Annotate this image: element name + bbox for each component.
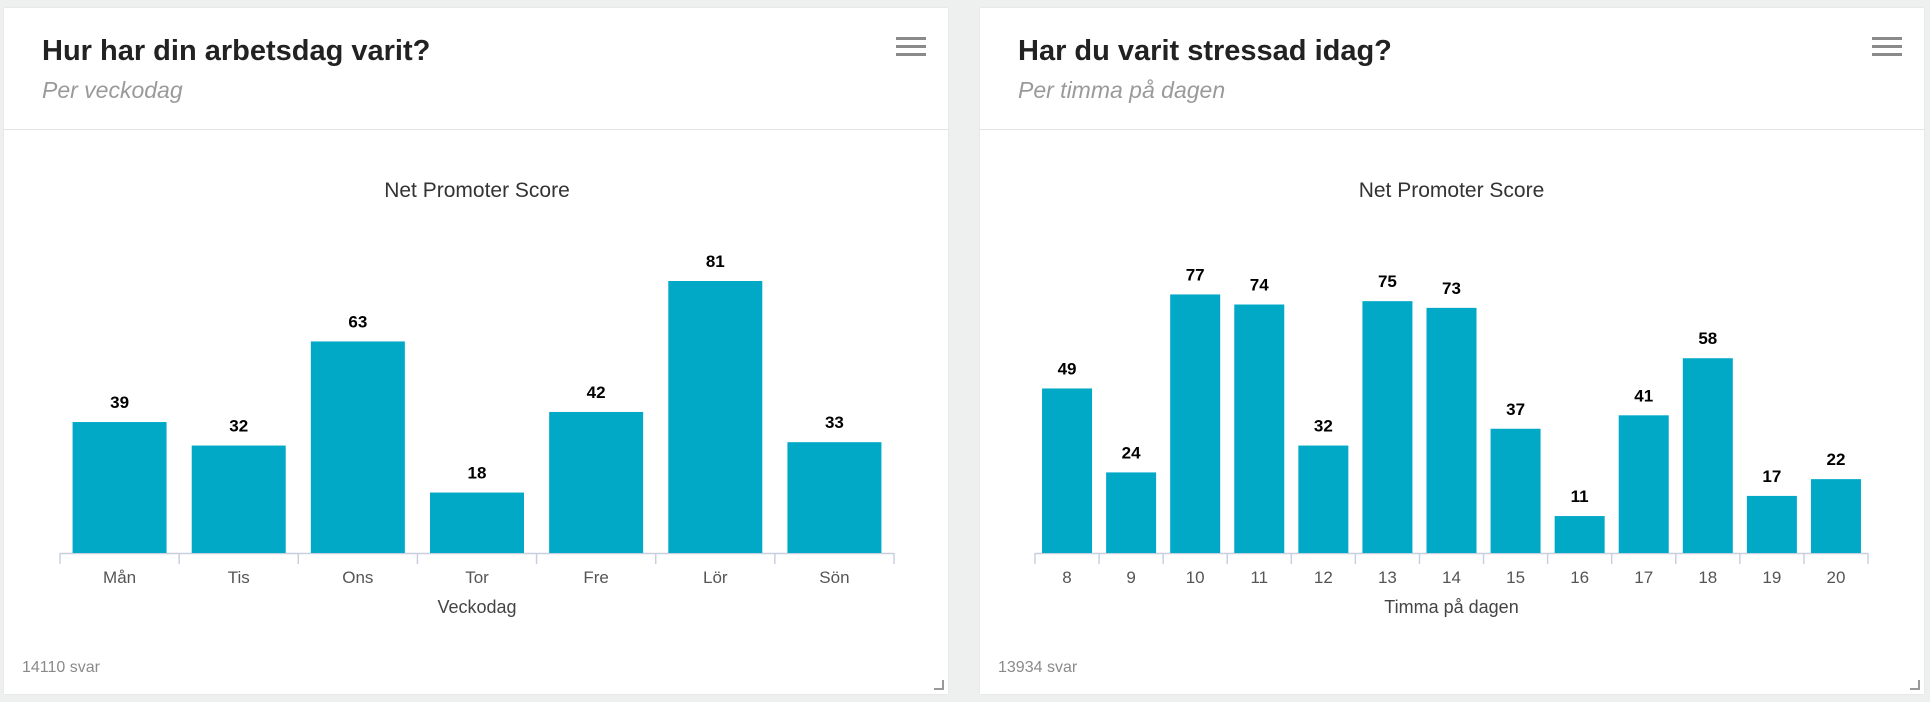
resize-handle-icon[interactable] [1910, 680, 1920, 690]
bar-15[interactable] [1490, 428, 1541, 553]
bar-9[interactable] [1106, 472, 1157, 553]
chart-title: Net Promoter Score [384, 179, 570, 202]
x-tick-label: 13 [1378, 568, 1397, 587]
data-label: 33 [825, 413, 844, 432]
x-tick-label: 18 [1698, 568, 1717, 587]
bar-Fre[interactable] [549, 411, 644, 553]
data-label: 77 [1186, 265, 1205, 284]
response-count: 14110 svar [22, 659, 100, 676]
data-label: 17 [1762, 467, 1781, 486]
x-tick-label: 17 [1634, 568, 1653, 587]
data-label: 75 [1378, 272, 1397, 291]
x-tick-label: 12 [1314, 568, 1333, 587]
data-label: 49 [1058, 359, 1077, 378]
bar-19[interactable] [1746, 495, 1797, 553]
resize-handle-icon[interactable] [934, 680, 944, 690]
data-label: 18 [468, 464, 487, 483]
card-subtitle: Per veckodag [42, 77, 183, 103]
bar-8[interactable] [1042, 388, 1093, 553]
chart-card-stress: Har du varit stressad idag? Per timma på… [980, 8, 1924, 694]
hamburger-menu-icon[interactable] [896, 37, 926, 59]
x-tick-label: 19 [1762, 568, 1781, 587]
bar-Sön[interactable] [787, 442, 882, 553]
bar-16[interactable] [1554, 516, 1605, 553]
chart-card-workday: Hur har din arbetsdag varit? Per veckoda… [4, 8, 948, 694]
x-tick-label: 20 [1827, 568, 1846, 587]
x-axis-title: Veckodag [437, 597, 516, 617]
x-tick-label: Lör [703, 568, 728, 587]
data-label: 39 [110, 393, 129, 412]
x-tick-label: Tis [228, 568, 250, 587]
card-header: Hur har din arbetsdag varit? Per veckoda… [4, 8, 948, 130]
data-label: 41 [1634, 386, 1653, 405]
bar-14[interactable] [1426, 307, 1477, 553]
x-tick-label: 15 [1506, 568, 1525, 587]
data-label: 42 [587, 383, 606, 402]
x-tick-label: Fre [583, 568, 609, 587]
data-label: 22 [1827, 450, 1846, 469]
data-label: 81 [706, 252, 725, 271]
data-label: 74 [1250, 276, 1269, 295]
data-label: 32 [229, 417, 248, 436]
data-label: 63 [348, 312, 367, 331]
nps-bar-chart-hour: Net Promoter Score 49 8 24 9 77 10 74 11 32 12 75 13… [1034, 179, 1869, 617]
card-header: Har du varit stressad idag? Per timma på… [980, 8, 1924, 130]
x-tick-label: Tor [465, 568, 489, 587]
bar-12[interactable] [1298, 445, 1349, 553]
data-label: 11 [1571, 487, 1589, 506]
bar-Lör[interactable] [668, 281, 763, 553]
data-label: 58 [1698, 329, 1717, 348]
nps-bar-chart-weekday: Net Promoter Score 39 Mån 32 Tis 63 Ons 18 Tor 42… [59, 179, 895, 617]
hamburger-menu-icon[interactable] [1872, 37, 1902, 59]
bar-Tor[interactable] [430, 492, 524, 553]
response-count: 13934 svar [998, 659, 1078, 676]
x-tick-label: Ons [342, 568, 373, 587]
bar-11[interactable] [1234, 304, 1285, 553]
bar-18[interactable] [1682, 358, 1733, 553]
card-title: Har du varit stressad idag? [1018, 35, 1392, 67]
x-tick-label: 8 [1062, 568, 1071, 587]
x-axis-title: Timma på dagen [1384, 597, 1518, 617]
x-tick-label: 11 [1250, 568, 1268, 587]
x-tick-label: Sön [819, 568, 849, 587]
bar-Mån[interactable] [72, 422, 167, 553]
bar-Tis[interactable] [191, 445, 286, 553]
x-tick-label: 16 [1570, 568, 1589, 587]
bar-10[interactable] [1170, 294, 1221, 553]
card-title: Hur har din arbetsdag varit? [42, 35, 431, 67]
bar-20[interactable] [1810, 479, 1861, 553]
bar-Ons[interactable] [310, 341, 405, 553]
data-label: 32 [1314, 417, 1333, 436]
x-tick-label: 9 [1126, 568, 1135, 587]
data-label: 24 [1122, 443, 1141, 462]
bar-17[interactable] [1618, 415, 1669, 553]
data-label: 73 [1442, 279, 1461, 298]
x-tick-label: 14 [1442, 568, 1461, 587]
x-tick-label: 10 [1186, 568, 1205, 587]
data-label: 37 [1506, 400, 1525, 419]
chart-title: Net Promoter Score [1359, 179, 1545, 202]
x-tick-label: Mån [103, 568, 136, 587]
card-subtitle: Per timma på dagen [1018, 77, 1226, 103]
bar-13[interactable] [1362, 301, 1413, 553]
